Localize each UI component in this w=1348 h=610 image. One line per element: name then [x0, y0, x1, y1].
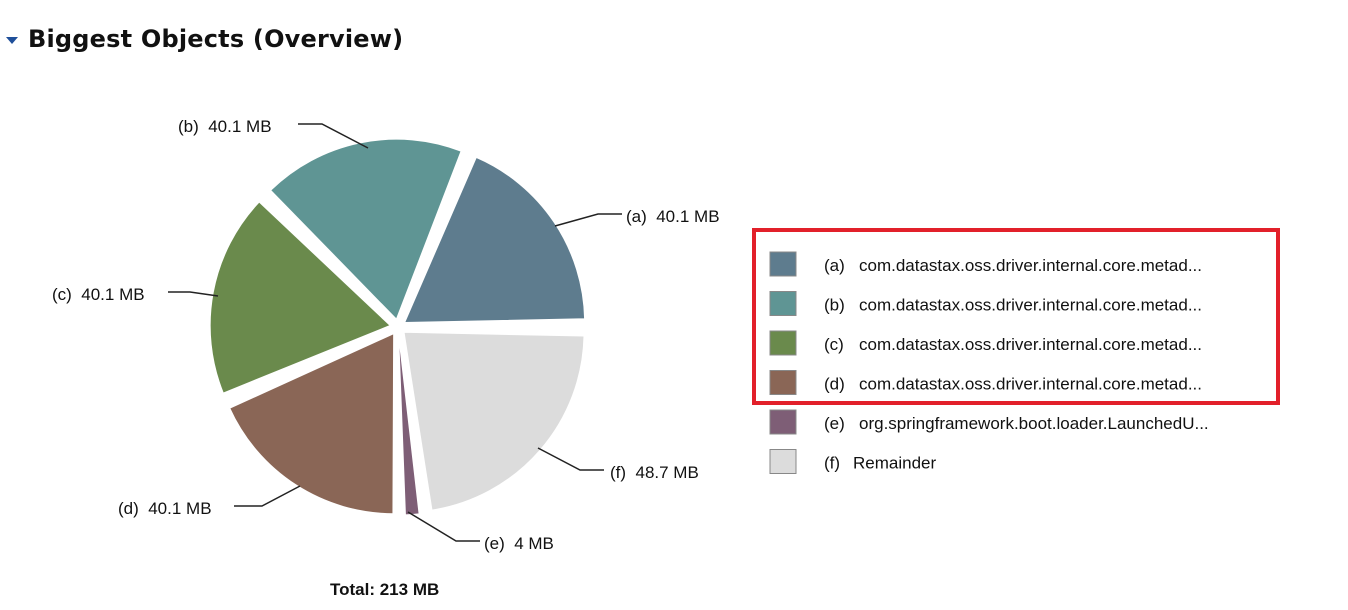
legend-key: (c)	[824, 335, 844, 354]
legend-swatch	[769, 370, 797, 395]
pie-slice-a[interactable]	[403, 156, 586, 324]
pie-slice-f[interactable]	[403, 331, 585, 511]
legend-label: com.datastax.oss.driver.internal.core.me…	[859, 256, 1202, 275]
legend-swatch	[769, 291, 797, 316]
slice-label-d: (d) 40.1 MB	[118, 499, 212, 518]
legend-key: (e)	[824, 414, 845, 433]
collapse-triangle-icon[interactable]	[6, 36, 18, 44]
legend-item-a[interactable]: (a) com.datastax.oss.driver.internal.core…	[769, 251, 1202, 277]
leader-line-b	[298, 123, 369, 149]
legend-item-d[interactable]: (d) com.datastax.oss.driver.internal.core…	[769, 370, 1202, 395]
legend-label: Remainder	[853, 454, 936, 473]
legend-key: (f)	[824, 454, 840, 473]
slice-label-b: (b) 40.1 MB	[178, 117, 272, 136]
legend-key: (d)	[824, 375, 845, 394]
pie-slice-c[interactable]	[209, 201, 392, 394]
legend-swatch	[769, 449, 797, 474]
total-label: Total: 213 MB	[330, 580, 440, 599]
leader-line-f	[537, 447, 604, 471]
legend-item-f[interactable]: (f) Remainder	[769, 449, 936, 474]
slice-label-e: (e) 4 MB	[484, 534, 554, 553]
slice-label-a: (a) 40.1 MB	[626, 207, 720, 226]
legend-label: org.springframework.boot.loader.Launched…	[859, 414, 1209, 433]
section-header[interactable]: Biggest Objects (Overview)	[6, 22, 403, 56]
legend-key: (b)	[824, 296, 845, 315]
slice-label-f: (f) 48.7 MB	[610, 463, 699, 482]
legend-swatch	[769, 330, 797, 356]
legend-item-b[interactable]: (b) com.datastax.oss.driver.internal.core…	[769, 291, 1202, 316]
legend-swatch	[769, 251, 797, 277]
slice-label-c: (c) 40.1 MB	[52, 285, 145, 304]
leader-line-a	[554, 213, 622, 227]
legend-swatch	[769, 409, 797, 435]
legend-item-c[interactable]: (c) com.datastax.oss.driver.internal.core…	[769, 330, 1202, 356]
leader-line-e	[407, 511, 480, 542]
legend-key: (a)	[824, 256, 845, 275]
pie-slice-d[interactable]	[229, 332, 395, 515]
legend-label: com.datastax.oss.driver.internal.core.me…	[859, 375, 1202, 394]
pie-slice-b[interactable]	[270, 138, 462, 321]
legend-label: com.datastax.oss.driver.internal.core.me…	[859, 335, 1202, 354]
legend-label: com.datastax.oss.driver.internal.core.me…	[859, 296, 1202, 315]
leader-line-d	[234, 485, 301, 507]
leader-line-c	[168, 291, 219, 297]
legend-item-e[interactable]: (e) org.springframework.boot.loader.Launc…	[769, 409, 1209, 435]
section-title: Biggest Objects (Overview)	[28, 25, 404, 53]
